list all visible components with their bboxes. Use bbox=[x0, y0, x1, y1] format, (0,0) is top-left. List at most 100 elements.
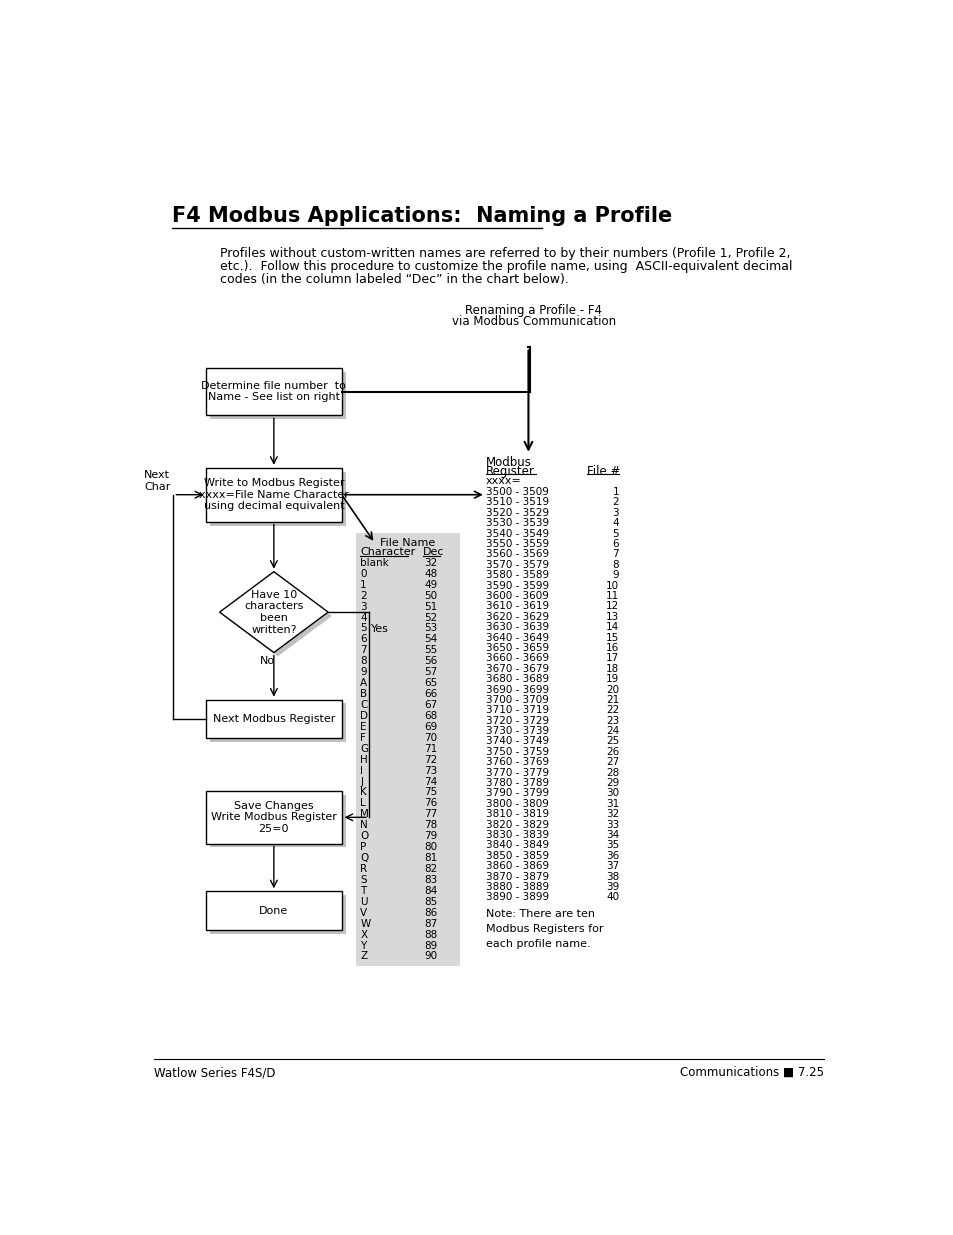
Text: 73: 73 bbox=[424, 766, 437, 776]
Text: No: No bbox=[260, 656, 274, 667]
Text: 7: 7 bbox=[612, 550, 618, 559]
Text: Write to Modbus Register
xxxx=File Name Character
using decimal equivalent: Write to Modbus Register xxxx=File Name … bbox=[199, 478, 349, 511]
Text: Register: Register bbox=[485, 466, 534, 478]
Text: 28: 28 bbox=[605, 768, 618, 778]
Text: 57: 57 bbox=[424, 667, 437, 677]
Bar bbox=[210, 895, 345, 934]
Text: 3540 - 3549: 3540 - 3549 bbox=[485, 529, 548, 538]
Text: J: J bbox=[360, 777, 363, 787]
Text: 4: 4 bbox=[612, 519, 618, 529]
Text: 24: 24 bbox=[605, 726, 618, 736]
Text: 3670 - 3679: 3670 - 3679 bbox=[485, 663, 548, 674]
Text: 3590 - 3599: 3590 - 3599 bbox=[485, 580, 548, 590]
Text: 52: 52 bbox=[424, 613, 437, 622]
Text: Modbus: Modbus bbox=[485, 456, 531, 469]
Text: 88: 88 bbox=[424, 930, 437, 940]
Text: 86: 86 bbox=[424, 908, 437, 918]
Text: 87: 87 bbox=[424, 919, 437, 929]
Text: 8: 8 bbox=[612, 559, 618, 569]
Bar bbox=[206, 792, 341, 844]
Text: 81: 81 bbox=[424, 853, 437, 863]
Text: 1: 1 bbox=[612, 487, 618, 496]
Text: File Name: File Name bbox=[379, 537, 435, 548]
Text: 3780 - 3789: 3780 - 3789 bbox=[485, 778, 548, 788]
Bar bbox=[210, 795, 345, 847]
Text: Character: Character bbox=[360, 547, 416, 557]
Text: 21: 21 bbox=[605, 695, 618, 705]
Text: 10: 10 bbox=[605, 580, 618, 590]
Text: 74: 74 bbox=[424, 777, 437, 787]
Text: 31: 31 bbox=[605, 799, 618, 809]
Text: 70: 70 bbox=[424, 732, 436, 742]
Text: 3550 - 3559: 3550 - 3559 bbox=[485, 538, 548, 550]
Bar bbox=[210, 704, 345, 742]
Text: H: H bbox=[360, 755, 368, 764]
Bar bbox=[206, 468, 341, 521]
Bar bbox=[210, 372, 345, 419]
Text: C: C bbox=[360, 700, 367, 710]
Text: 82: 82 bbox=[424, 864, 437, 874]
Text: 3850 - 3859: 3850 - 3859 bbox=[485, 851, 548, 861]
Text: 19: 19 bbox=[605, 674, 618, 684]
Text: 78: 78 bbox=[424, 820, 437, 830]
Text: 3730 - 3739: 3730 - 3739 bbox=[485, 726, 548, 736]
Text: 3690 - 3699: 3690 - 3699 bbox=[485, 684, 548, 694]
Text: 20: 20 bbox=[605, 684, 618, 694]
Text: 68: 68 bbox=[424, 711, 437, 721]
Text: 90: 90 bbox=[424, 951, 436, 962]
Text: K: K bbox=[360, 788, 367, 798]
Text: F: F bbox=[360, 732, 366, 742]
Text: Dec: Dec bbox=[422, 547, 444, 557]
Text: 1: 1 bbox=[360, 579, 367, 589]
Text: 3600 - 3609: 3600 - 3609 bbox=[485, 592, 548, 601]
Text: 27: 27 bbox=[605, 757, 618, 767]
Text: 7: 7 bbox=[360, 646, 367, 656]
Text: 3750 - 3759: 3750 - 3759 bbox=[485, 747, 548, 757]
Text: Yes: Yes bbox=[371, 624, 389, 634]
Text: 29: 29 bbox=[605, 778, 618, 788]
Text: Watlow Series F4S/D: Watlow Series F4S/D bbox=[154, 1066, 275, 1079]
Text: 3800 - 3809: 3800 - 3809 bbox=[485, 799, 548, 809]
Text: 3880 - 3889: 3880 - 3889 bbox=[485, 882, 548, 892]
Bar bbox=[206, 368, 341, 415]
Text: Note: There are ten
Modbus Registers for
each profile name.: Note: There are ten Modbus Registers for… bbox=[485, 909, 602, 948]
Text: 76: 76 bbox=[424, 798, 437, 809]
Text: N: N bbox=[360, 820, 368, 830]
Text: Next Modbus Register: Next Modbus Register bbox=[213, 714, 335, 724]
Bar bbox=[206, 892, 341, 930]
Text: 80: 80 bbox=[424, 842, 436, 852]
Text: 9: 9 bbox=[360, 667, 367, 677]
Text: Done: Done bbox=[259, 905, 288, 915]
Text: 14: 14 bbox=[605, 622, 618, 632]
Text: Q: Q bbox=[360, 853, 368, 863]
Text: 89: 89 bbox=[424, 941, 437, 951]
Text: 3: 3 bbox=[612, 508, 618, 517]
Text: 32: 32 bbox=[424, 558, 437, 568]
Text: 55: 55 bbox=[424, 646, 437, 656]
Text: 30: 30 bbox=[605, 788, 618, 799]
Polygon shape bbox=[219, 572, 328, 652]
Text: 65: 65 bbox=[424, 678, 437, 688]
Text: 66: 66 bbox=[424, 689, 437, 699]
Text: codes (in the column labeled “Dec” in the chart below).: codes (in the column labeled “Dec” in th… bbox=[220, 273, 568, 287]
Text: A: A bbox=[360, 678, 367, 688]
Text: 3: 3 bbox=[360, 601, 367, 611]
Text: 3530 - 3539: 3530 - 3539 bbox=[485, 519, 548, 529]
Text: 50: 50 bbox=[424, 590, 436, 600]
Text: 3500 - 3509: 3500 - 3509 bbox=[485, 487, 548, 496]
Text: 36: 36 bbox=[605, 851, 618, 861]
Text: W: W bbox=[360, 919, 370, 929]
Text: Profiles without custom-written names are referred to by their numbers (Profile : Profiles without custom-written names ar… bbox=[220, 247, 790, 259]
Bar bbox=[206, 699, 341, 739]
Text: 56: 56 bbox=[424, 656, 437, 666]
Text: 3820 - 3829: 3820 - 3829 bbox=[485, 820, 548, 830]
Text: 3710 - 3719: 3710 - 3719 bbox=[485, 705, 548, 715]
Text: 2: 2 bbox=[360, 590, 367, 600]
Bar bbox=[355, 534, 459, 966]
Bar bbox=[210, 472, 345, 526]
Text: 6: 6 bbox=[612, 538, 618, 550]
Text: 54: 54 bbox=[424, 635, 437, 645]
Text: 15: 15 bbox=[605, 632, 618, 642]
Text: 6: 6 bbox=[360, 635, 367, 645]
Text: Have 10
characters
been
written?: Have 10 characters been written? bbox=[244, 590, 303, 635]
